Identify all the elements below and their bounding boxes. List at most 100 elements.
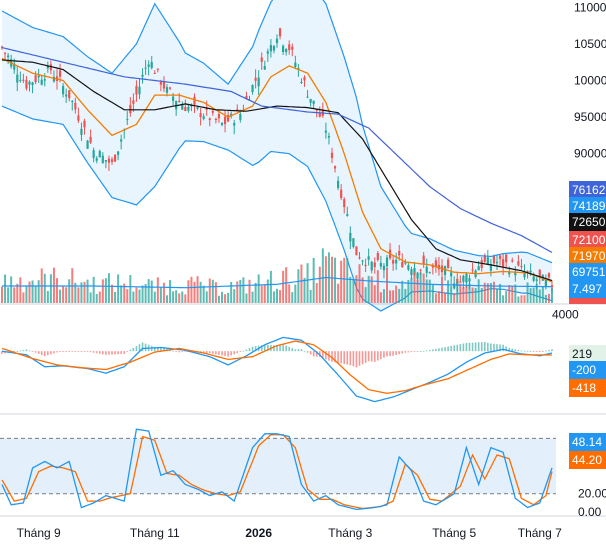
candle[interactable] [547,273,551,278]
candle[interactable] [401,261,404,267]
candle[interactable] [385,257,389,267]
candle[interactable] [22,79,25,81]
candle[interactable] [330,152,334,159]
candle[interactable] [349,232,352,242]
candle[interactable] [425,266,428,273]
candle[interactable] [486,257,489,265]
candle[interactable] [263,66,266,70]
candle[interactable] [382,265,386,271]
candle[interactable] [144,67,147,69]
candle[interactable] [340,189,343,198]
candle[interactable] [367,256,370,260]
candle[interactable] [193,96,196,105]
candle[interactable] [153,72,156,74]
candle[interactable] [46,65,49,69]
candle[interactable] [251,85,254,93]
candle[interactable] [184,106,187,112]
candle[interactable] [168,87,172,89]
candle[interactable] [324,130,327,133]
candle[interactable] [508,271,511,275]
candle[interactable] [3,52,7,54]
candle[interactable] [404,262,407,264]
candle[interactable] [217,113,221,119]
candle[interactable] [468,278,471,282]
candle[interactable] [257,77,260,87]
candle[interactable] [98,151,101,158]
time-axis-label[interactable]: Tháng 11 [130,526,180,540]
time-axis[interactable]: Tháng 9 Tháng 11 2026 Tháng 3 Tháng 5 Tháng 7 [17,526,562,540]
candle[interactable] [285,49,288,53]
candle[interactable] [129,104,132,114]
candle[interactable] [450,272,453,277]
candle[interactable] [190,105,193,107]
candle[interactable] [227,115,230,122]
candle[interactable] [187,106,190,111]
candle[interactable] [398,251,401,256]
candle[interactable] [89,136,92,143]
candle[interactable] [181,104,184,110]
candle[interactable] [505,254,508,263]
candle[interactable] [278,28,282,37]
candle[interactable] [346,214,349,216]
candle[interactable] [352,238,355,247]
candle[interactable] [291,46,294,50]
time-axis-label[interactable]: 2026 [245,526,272,540]
candle[interactable] [532,276,535,281]
candle[interactable] [447,259,450,269]
candle[interactable] [254,77,257,81]
candle[interactable] [202,116,205,119]
candle[interactable] [453,283,456,289]
candle[interactable] [376,253,379,260]
candle[interactable] [113,154,117,162]
candle[interactable] [80,128,83,135]
candle[interactable] [355,246,358,256]
candle[interactable] [65,94,68,97]
candle[interactable] [236,109,239,112]
candle[interactable] [172,96,175,101]
candle[interactable] [343,199,346,208]
candle[interactable] [288,44,291,51]
candle[interactable] [135,85,138,95]
candle[interactable] [529,270,532,273]
candle[interactable] [462,275,465,282]
candle[interactable] [333,166,337,169]
candle[interactable] [147,64,150,67]
candle[interactable] [40,79,43,85]
candle[interactable] [358,257,361,259]
candle[interactable] [156,68,159,70]
candle[interactable] [199,113,202,118]
candle[interactable] [101,155,104,163]
candle[interactable] [538,269,541,278]
candle[interactable] [34,75,37,83]
candle[interactable] [269,45,272,52]
candle[interactable] [361,260,364,262]
candle[interactable] [71,100,74,102]
candle[interactable] [205,107,208,110]
macd-pane[interactable] [1,336,553,403]
candle[interactable] [370,261,373,271]
candle[interactable] [138,86,141,95]
candle[interactable] [13,63,16,70]
candle[interactable] [495,261,499,264]
stochastic-pane[interactable] [0,428,556,511]
candle[interactable] [498,255,502,259]
candle[interactable] [282,45,285,53]
candle[interactable] [208,118,211,121]
candle[interactable] [223,116,227,125]
candle[interactable] [120,139,123,142]
candle[interactable] [178,100,181,102]
candle[interactable] [165,87,169,93]
candle[interactable] [266,51,269,54]
candle[interactable] [416,272,419,279]
candle[interactable] [480,260,483,268]
candle[interactable] [95,158,98,161]
candle[interactable] [7,55,10,58]
candle[interactable] [25,79,28,89]
candle[interactable] [312,100,315,104]
candle[interactable] [132,100,135,104]
candle[interactable] [214,118,217,120]
candle[interactable] [471,269,474,271]
candle[interactable] [300,82,303,84]
candle[interactable] [526,271,529,273]
